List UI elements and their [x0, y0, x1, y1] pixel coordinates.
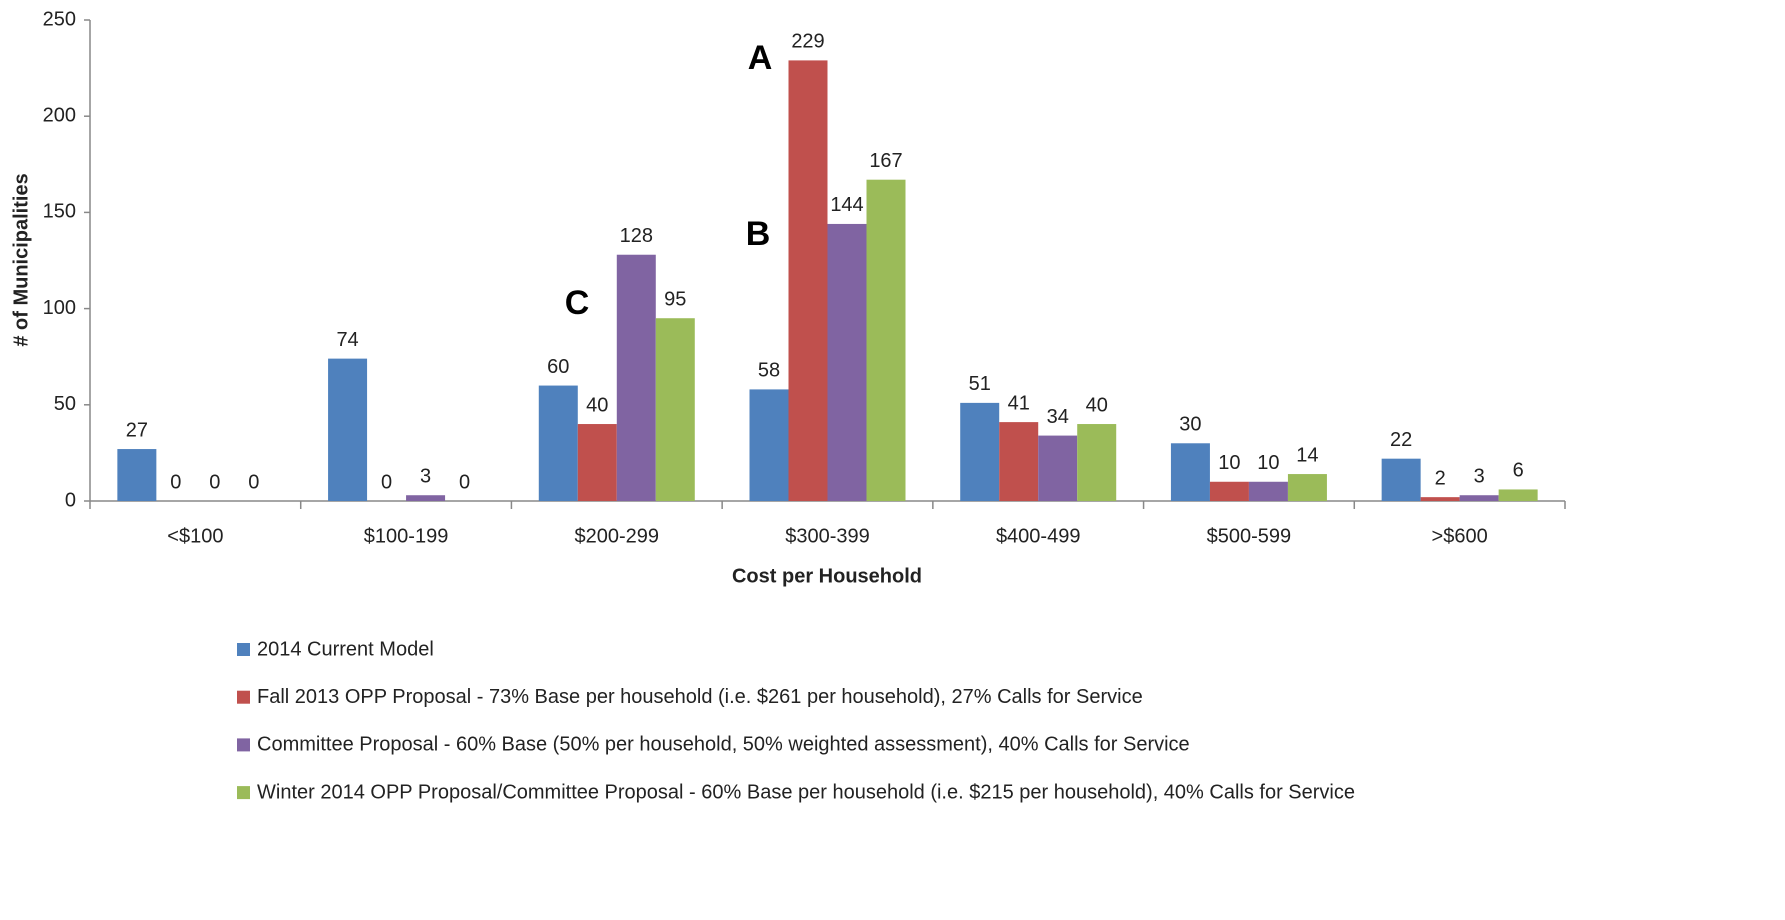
bar — [749, 389, 789, 501]
bar — [1459, 495, 1499, 501]
x-tick-label: $100-199 — [364, 525, 449, 547]
annotation: A — [748, 39, 773, 77]
bar — [1381, 458, 1421, 501]
bar — [1287, 474, 1327, 501]
value-label: 60 — [547, 356, 569, 378]
x-tick-label: <$100 — [167, 525, 223, 547]
value-label: 51 — [969, 373, 991, 395]
value-label: 128 — [620, 225, 653, 247]
value-label: 0 — [381, 471, 392, 493]
bar — [328, 358, 368, 501]
value-label: 74 — [336, 329, 358, 351]
bar — [406, 495, 446, 501]
bar — [1248, 481, 1288, 501]
value-label: 22 — [1390, 429, 1412, 451]
annotation: C — [565, 284, 590, 322]
bar — [1038, 435, 1078, 501]
bar — [655, 318, 695, 501]
value-label: 58 — [758, 360, 780, 382]
bar — [1209, 481, 1249, 501]
legend-swatch — [237, 786, 250, 800]
legend-label: Committee Proposal - 60% Base (50% per h… — [257, 734, 1190, 756]
y-tick-label: 0 — [65, 489, 76, 511]
bar — [788, 60, 828, 502]
value-label: 6 — [1513, 460, 1524, 482]
value-label: 40 — [1086, 394, 1108, 416]
value-label: 30 — [1179, 414, 1201, 436]
value-label: 0 — [459, 471, 470, 493]
value-label: 34 — [1047, 406, 1069, 428]
bar — [827, 223, 867, 501]
value-label: 10 — [1257, 452, 1279, 474]
x-axis-label: Cost per Household — [732, 565, 922, 587]
bar — [117, 449, 157, 501]
x-tick-label: $500-599 — [1207, 525, 1292, 547]
bar — [1077, 424, 1117, 501]
x-tick-label: >$600 — [1432, 525, 1488, 547]
legend-label: 2014 Current Model — [257, 638, 434, 660]
x-tick-label: $200-299 — [575, 525, 660, 547]
value-label: 0 — [170, 471, 181, 493]
bar — [577, 424, 617, 501]
y-tick-label: 50 — [54, 393, 76, 415]
value-label: 40 — [586, 394, 608, 416]
value-label: 229 — [791, 31, 824, 53]
x-tick-label: $300-399 — [785, 525, 870, 547]
bar — [1498, 489, 1538, 501]
bar — [538, 385, 578, 501]
y-axis-label: # of Municipalities — [10, 173, 32, 346]
bar — [616, 254, 656, 501]
value-label: 95 — [664, 289, 686, 311]
legend-swatch — [237, 738, 250, 752]
y-tick-label: 250 — [43, 8, 76, 30]
bar — [999, 422, 1039, 501]
value-label: 167 — [869, 150, 902, 172]
value-label: 0 — [209, 471, 220, 493]
value-label: 3 — [420, 466, 431, 488]
x-tick-label: $400-499 — [996, 525, 1081, 547]
value-label: 27 — [126, 419, 148, 441]
bar — [1170, 443, 1210, 501]
value-label: 2 — [1435, 467, 1446, 489]
legend-label: Fall 2013 OPP Proposal - 73% Base per ho… — [257, 686, 1143, 708]
value-label: 14 — [1296, 444, 1318, 466]
value-label: 10 — [1218, 452, 1240, 474]
bar — [960, 402, 1000, 501]
legend-swatch — [237, 643, 250, 656]
bar — [866, 179, 906, 501]
bar — [1420, 497, 1460, 501]
legend-label: Winter 2014 OPP Proposal/Committee Propo… — [257, 781, 1355, 803]
annotation: B — [746, 215, 771, 253]
value-label: 144 — [830, 194, 863, 216]
y-tick-label: 100 — [43, 297, 76, 319]
y-tick-label: 150 — [43, 201, 76, 223]
y-tick-label: 200 — [43, 104, 76, 126]
value-label: 3 — [1474, 466, 1485, 488]
value-label: 41 — [1008, 392, 1030, 414]
value-label: 0 — [248, 471, 259, 493]
legend-swatch — [237, 690, 250, 704]
